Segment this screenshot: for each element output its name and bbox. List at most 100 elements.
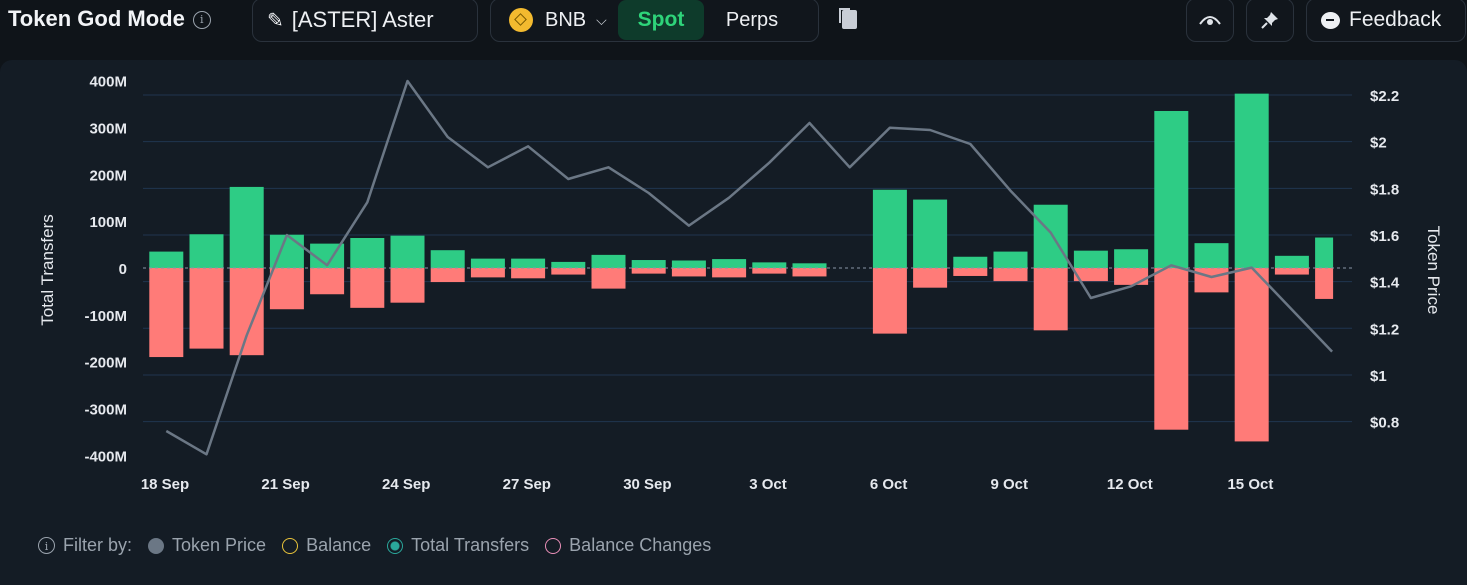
outflow-bar [631, 268, 666, 274]
inflow-bar [712, 259, 747, 268]
x-axis-ticks: 18 Sep 21 Sep 24 Sep 27 Sep 30 Sep 3 Oct 6 Oct… [141, 476, 1274, 493]
chain-market-group: BNB ⌵ Spot Perps [490, 0, 819, 42]
right-tick-label: $2 [1370, 135, 1387, 152]
pin-icon [1261, 12, 1278, 29]
outflow-bar [1114, 268, 1149, 285]
outflow-bar [350, 268, 385, 308]
left-tick-label: 0 [119, 261, 127, 278]
right-tick-label: $0.8 [1370, 415, 1399, 432]
right-tick-label: $2.2 [1370, 88, 1399, 105]
right-axis-ticks: $2.2 $2 $1.8 $1.6 $1.4 $1.2 $1 $0.8 [1370, 88, 1400, 432]
outline-dot-icon [282, 537, 299, 554]
feedback-button[interactable]: Feedback [1306, 0, 1466, 42]
pencil-icon[interactable]: ✎ [267, 9, 284, 32]
left-tick-label: -300M [84, 402, 127, 419]
outflow-bar [189, 268, 224, 349]
left-tick-label: -100M [84, 308, 127, 325]
filter-balance-label: Balance [306, 535, 372, 555]
outflow-bar [310, 268, 345, 295]
inflow-bar [390, 235, 425, 268]
perps-tab[interactable]: Perps [725, 8, 779, 31]
inflow-bar [470, 258, 505, 268]
left-tick-label: 400M [89, 74, 127, 91]
x-tick-label: 3 Oct [749, 476, 787, 493]
x-tick-label: 27 Sep [503, 476, 551, 493]
chart-bars [149, 93, 1334, 442]
filter-bar: i Filter by: Token Price Balance Total T… [38, 535, 711, 556]
right-tick-label: $1.6 [1370, 228, 1399, 245]
left-axis-ticks: 400M 300M 200M 100M 0 -100M -200M -300M -400M [84, 74, 127, 466]
inflow-bar [1315, 237, 1334, 268]
outflow-bar [913, 268, 948, 288]
outflow-bar [792, 268, 827, 277]
outflow-bar [470, 268, 505, 278]
inflow-bar [752, 262, 787, 268]
transfers-chart: 400M 300M 200M 100M 0 -100M -200M -300M -400M $2… [38, 74, 1443, 493]
inflow-bar [1154, 110, 1189, 268]
outflow-bar [1315, 268, 1334, 299]
outflow-bar [229, 268, 264, 356]
chat-bubble-icon [1321, 11, 1340, 29]
outflow-bar [1154, 268, 1189, 430]
inflow-bar [1274, 255, 1309, 268]
spot-tab[interactable]: Spot [618, 0, 704, 40]
outflow-bar [752, 268, 787, 274]
info-icon[interactable]: i [38, 537, 55, 554]
filter-token-price[interactable]: Token Price [148, 535, 266, 556]
inflow-bar [229, 186, 264, 268]
x-tick-label: 18 Sep [141, 476, 189, 493]
outflow-bar [872, 268, 907, 334]
token-price-line [165, 79, 1334, 456]
right-tick-label: $1.8 [1370, 181, 1399, 198]
filled-dot-icon [148, 537, 165, 554]
outflow-bar [1234, 268, 1269, 442]
info-icon[interactable]: i [192, 11, 211, 29]
page-title-text: Token God Mode [8, 6, 185, 31]
outflow-bar [591, 268, 626, 289]
outflow-bar [511, 268, 546, 279]
right-axis-label: Token Price [1424, 226, 1443, 315]
chain-dropdown[interactable]: BNB ⌵ [491, 0, 616, 41]
filter-balance-changes[interactable]: Balance Changes [545, 535, 711, 556]
inflow-bar [913, 199, 948, 268]
left-tick-label: 200M [89, 167, 127, 184]
pin-button[interactable] [1246, 0, 1294, 42]
inflow-bar [1194, 243, 1229, 268]
outflow-bar [430, 268, 465, 283]
x-tick-label: 30 Sep [623, 476, 671, 493]
page-title: Token God Mode i [8, 6, 211, 32]
bnb-logo-icon [509, 8, 533, 32]
inflow-bar [189, 234, 224, 268]
outflow-bar [269, 268, 304, 310]
outflow-bar [1194, 268, 1229, 293]
filter-total-transfers[interactable]: Total Transfers [387, 535, 529, 556]
outflow-bar [712, 268, 747, 278]
inflow-bar [993, 251, 1028, 268]
inflow-bar [872, 189, 907, 268]
x-tick-label: 9 Oct [990, 476, 1028, 493]
x-tick-label: 21 Sep [261, 476, 309, 493]
outflow-bar [1274, 268, 1309, 275]
inflow-bar [1033, 204, 1068, 268]
chart-gridlines [143, 94, 1352, 423]
x-tick-label: 12 Oct [1107, 476, 1153, 493]
outflow-bar [551, 268, 586, 275]
filter-token-price-label: Token Price [172, 535, 267, 555]
copy-icon[interactable] [839, 8, 857, 29]
inflow-bar [631, 260, 666, 268]
inflow-bar [1073, 250, 1108, 268]
watch-button[interactable] [1186, 0, 1234, 42]
feedback-label: Feedback [1349, 8, 1442, 31]
chain-label: BNB [545, 8, 587, 31]
right-tick-label: $1.4 [1370, 275, 1400, 292]
inflow-bar [671, 260, 706, 268]
inflow-bar [551, 261, 586, 268]
outflow-bar [953, 268, 988, 276]
filter-balance[interactable]: Balance [282, 535, 371, 556]
token-selector[interactable]: ✎ [ASTER] Aster [252, 0, 478, 42]
outflow-bar [993, 268, 1028, 282]
left-tick-label: 300M [89, 120, 127, 137]
chevron-down-icon: ⌵ [596, 11, 607, 28]
inflow-bar [1114, 249, 1149, 268]
header-bar: Token God Mode i ✎ [ASTER] Aster BNB ⌵ Sp… [0, 0, 1467, 56]
